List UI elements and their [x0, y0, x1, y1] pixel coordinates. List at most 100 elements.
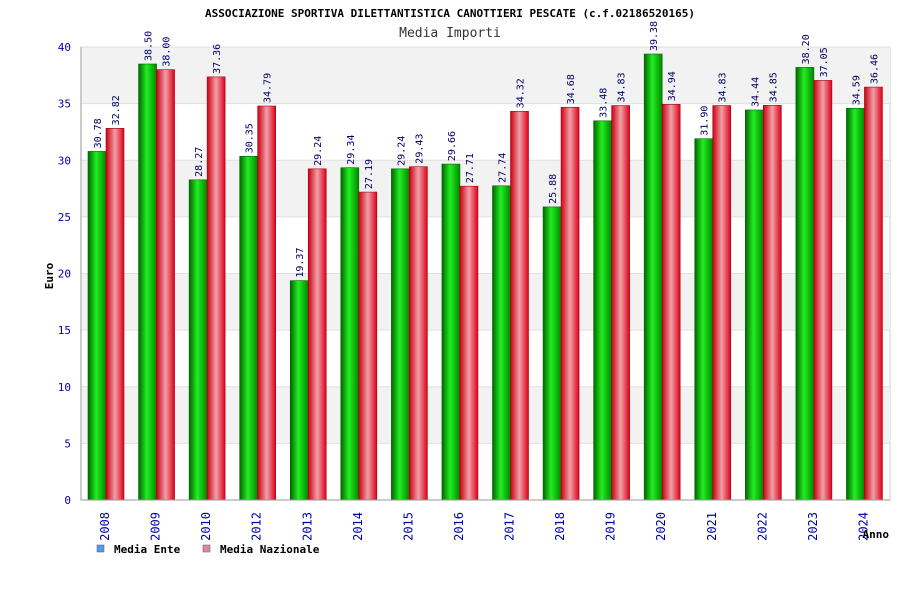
bar-media-nazionale [409, 166, 428, 501]
y-tick-label: 40 [58, 41, 71, 54]
y-axis-label: Euro [43, 262, 56, 289]
data-label: 29.24 [396, 136, 407, 166]
y-tick-label: 35 [58, 98, 71, 111]
x-tick-label: 2019 [604, 512, 618, 541]
data-label: 29.66 [447, 131, 458, 161]
bar-media-nazionale [560, 106, 580, 501]
bars [87, 53, 883, 501]
legend-label-nazionale: Media Nazionale [220, 543, 320, 556]
data-label: 34.32 [516, 78, 527, 108]
y-tick-label: 20 [58, 268, 71, 281]
data-label: 27.71 [465, 153, 476, 183]
x-axis-label: Anno [863, 528, 890, 541]
y-tick-label: 5 [64, 437, 71, 450]
data-label: 34.79 [263, 73, 274, 103]
bar-media-nazionale [206, 76, 226, 501]
legend: Media Ente Media Nazionale [96, 543, 320, 556]
data-label: 32.82 [111, 95, 122, 125]
data-label: 27.19 [364, 159, 375, 189]
bar-media-nazionale [763, 105, 782, 501]
data-label: 29.43 [414, 134, 425, 164]
chart-title: ASSOCIAZIONE SPORTIVA DILETTANTISTICA CA… [205, 7, 695, 20]
x-tick-label: 2023 [806, 512, 820, 541]
y-tick-label: 30 [58, 154, 71, 167]
y-tick-label: 15 [58, 324, 71, 337]
data-label: 38.00 [162, 37, 173, 67]
data-label: 39.38 [649, 21, 660, 51]
bar-media-nazionale [105, 128, 125, 501]
data-label: 29.34 [346, 135, 357, 165]
data-label: 34.83 [617, 72, 628, 102]
bar-media-ente [391, 168, 410, 501]
value-labels: 30.78 32.82 38.50 38.00 28.27 37.36 30.35 34.79… [93, 21, 880, 278]
chart-subtitle: Media Importi [399, 26, 501, 41]
x-tick-label: 2008 [98, 512, 112, 541]
data-label: 37.36 [212, 44, 223, 74]
data-label: 34.44 [750, 77, 761, 107]
data-label: 27.74 [498, 153, 509, 183]
bar-media-nazionale [661, 104, 681, 501]
data-label: 36.46 [869, 54, 880, 84]
x-tick-label: 2014 [351, 512, 365, 541]
x-tick-label: 2015 [401, 512, 415, 541]
data-label: 30.35 [245, 123, 256, 153]
bar-media-nazionale [864, 86, 883, 501]
bar-media-ente [643, 53, 663, 501]
data-label: 25.88 [548, 174, 559, 204]
x-tick-label: 2017 [503, 512, 517, 541]
x-tick-label: 2022 [755, 512, 769, 541]
data-label: 34.59 [851, 75, 862, 105]
x-tick-label: 2018 [553, 512, 567, 541]
x-tick-label: 2013 [300, 512, 314, 541]
x-axis-ticks: 2008 2009 2010 2012 2013 2014 2015 2016 2017 2018… [98, 512, 870, 541]
y-axis-ticks: 0 5 10 15 20 25 30 35 40 [58, 41, 71, 507]
x-tick-label: 2020 [654, 512, 668, 541]
x-tick-label: 2024 [856, 512, 870, 541]
bar-media-ente [492, 185, 511, 501]
x-tick-label: 2012 [250, 512, 264, 541]
bar-media-ente [542, 206, 562, 501]
bar-media-ente [694, 138, 714, 501]
bar-media-ente [745, 109, 764, 501]
data-label: 19.37 [295, 248, 306, 278]
bar-media-ente [340, 167, 360, 501]
data-label: 38.20 [801, 34, 812, 64]
bar-media-nazionale [459, 185, 479, 501]
data-label: 30.78 [93, 118, 104, 148]
legend-swatch-nazionale [202, 544, 211, 553]
data-label: 34.85 [768, 72, 779, 102]
bar-media-nazionale [156, 69, 175, 501]
y-tick-label: 0 [64, 494, 71, 507]
bar-media-nazionale [611, 105, 630, 501]
data-label: 38.50 [144, 31, 155, 61]
x-tick-label: 2010 [199, 512, 213, 541]
data-label: 37.05 [819, 47, 830, 77]
data-label: 29.24 [313, 136, 324, 166]
x-tick-label: 2021 [705, 512, 719, 541]
bar-media-nazionale [813, 80, 833, 501]
data-label: 34.83 [718, 72, 729, 102]
bar-media-ente [239, 155, 258, 501]
bar-media-ente [188, 179, 208, 501]
bar-media-ente [87, 151, 107, 501]
bar-media-nazionale [712, 105, 732, 501]
y-tick-label: 10 [58, 381, 71, 394]
bar-media-nazionale [358, 191, 378, 501]
data-label: 28.27 [194, 147, 205, 177]
data-label: 34.68 [566, 74, 577, 104]
legend-label-ente: Media Ente [114, 543, 181, 556]
bar-media-ente [795, 67, 815, 501]
data-label: 34.94 [667, 71, 678, 101]
data-label: 31.90 [700, 106, 711, 136]
bar-media-nazionale [257, 105, 276, 501]
bar-media-ente [138, 63, 157, 501]
bar-media-ente [441, 163, 461, 501]
y-tick-label: 25 [58, 211, 71, 224]
bar-media-ente [846, 107, 865, 501]
legend-swatch-ente [96, 544, 105, 553]
x-tick-label: 2009 [149, 512, 163, 541]
x-tick-label: 2016 [452, 512, 466, 541]
bar-media-ente [593, 120, 612, 501]
bar-media-nazionale [307, 168, 327, 501]
